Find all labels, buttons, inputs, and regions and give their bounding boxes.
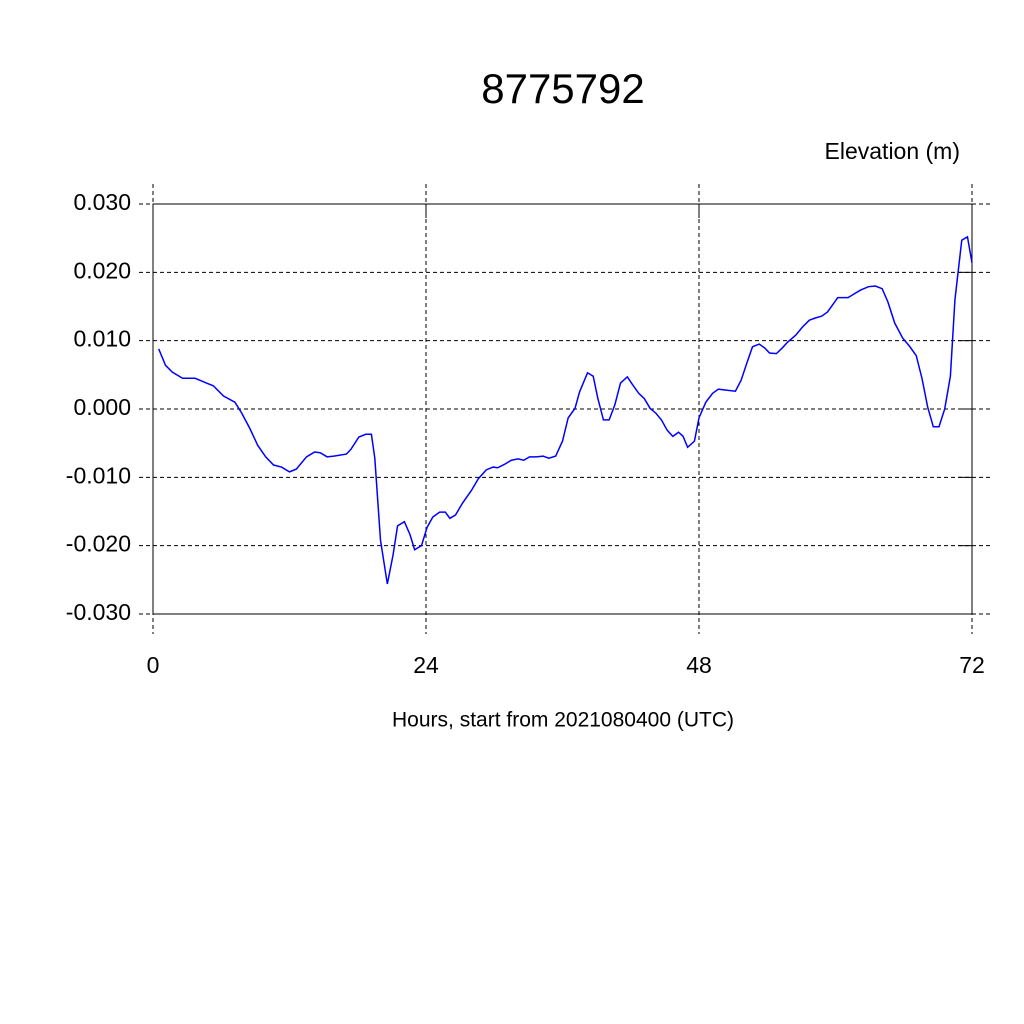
chart-subtitle: Elevation (m) — [825, 138, 960, 164]
chart-title: 8775792 — [481, 65, 645, 112]
x-tick-label: 0 — [147, 652, 160, 678]
data-line — [157, 235, 973, 585]
y-tick-label: 0.020 — [73, 257, 131, 283]
x-tick-label: 24 — [413, 652, 439, 678]
y-tick-label: -0.030 — [66, 599, 131, 625]
y-tick-label: 0.000 — [73, 394, 131, 420]
x-axis-label: Hours, start from 2021080400 (UTC) — [392, 709, 734, 732]
y-tick-label: 0.010 — [73, 326, 131, 352]
x-tick-label: 72 — [959, 652, 985, 678]
y-tick-label: 0.030 — [73, 189, 131, 215]
x-tick-label: 48 — [686, 652, 712, 678]
y-tick-label: -0.010 — [66, 462, 131, 488]
y-tick-label: -0.020 — [66, 531, 131, 557]
